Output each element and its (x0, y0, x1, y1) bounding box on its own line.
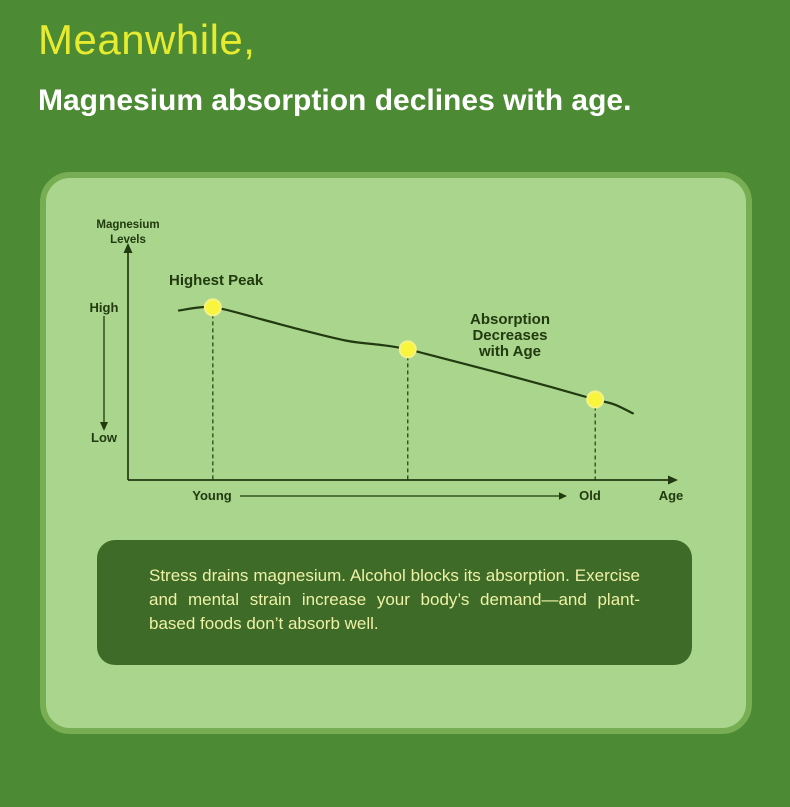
age-absorption-chart: Magnesium Levels High Low Highest Peak A… (85, 218, 731, 518)
x-axis-title: Age (658, 488, 684, 503)
page-title: Meanwhile, (38, 16, 256, 63)
absorption-curve (177, 305, 634, 415)
y-tick-high: High (89, 300, 119, 315)
trend-annotation: Absorption Decreases with Age (470, 311, 550, 360)
highest-peak-annotation: Highest Peak (169, 272, 264, 289)
young-old-arrowhead (559, 492, 567, 500)
marker-dot (586, 390, 605, 409)
y-axis-title: Magnesium Levels (96, 219, 160, 246)
chart-svg (100, 243, 678, 500)
chart-series-layer (177, 298, 634, 480)
y-tick-low: Low (91, 430, 117, 445)
info-box: Stress drains magnesium. Alcohol blocks … (97, 540, 692, 665)
high-low-arrowhead (100, 422, 108, 431)
x-tick-old: Old (579, 488, 601, 503)
chart-card: Magnesium Levels High Low Highest Peak A… (40, 172, 752, 734)
page-subtitle: Magnesium absorption declines with age. (38, 84, 632, 117)
y-axis-arrowhead (123, 243, 133, 253)
marker-dot (203, 298, 222, 317)
x-axis-arrowhead (668, 475, 678, 485)
x-tick-young: Young (192, 488, 232, 503)
marker-dot (398, 340, 417, 359)
info-text: Stress drains magnesium. Alcohol blocks … (149, 566, 640, 633)
